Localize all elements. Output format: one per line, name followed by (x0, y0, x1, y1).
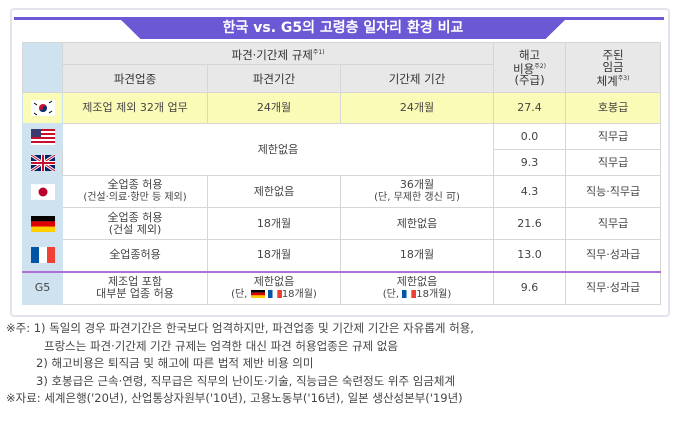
cell-dispatch-period: 24개월 (207, 92, 341, 124)
france-flag-icon (267, 289, 282, 298)
table-row-us: 제한없음 0.0 직무급 (22, 123, 662, 176)
cell-dispatch-period: 제한없음 (단, 18개월) (207, 270, 341, 305)
cell-cost: 0.0 (493, 123, 567, 150)
header-dispatch-period: 파견기간 (207, 64, 341, 93)
cell-no-limit-merged: 제한없음 (61, 123, 495, 176)
cell-wage: 직무·성과급 (565, 239, 662, 272)
cell-wage: 직무급 (565, 149, 662, 176)
france-flag-icon (30, 247, 55, 264)
header-dismissal-cost: 해고 비용주2) (주급) (493, 42, 567, 93)
cell-industry: 全업종 허용 (건설 제외) (62, 207, 208, 240)
footnotes: ※주: 1) 독일의 경우 파견기간은 한국보다 엄격하지만, 파견업종 및 기… (6, 320, 474, 408)
cell-dispatch-period: 제한없음 (207, 175, 341, 208)
cell-fixed-term: 18개월 (339, 239, 495, 272)
g5-label: G5 (22, 270, 63, 305)
cell-cost: 21.6 (493, 207, 567, 240)
cell-fixed-term: 제한없음 (339, 207, 495, 240)
footnote-1: ※주: 1) 독일의 경우 파견기간은 한국보다 엄격하지만, 파견업종 및 기… (6, 321, 474, 335)
flag-header (22, 42, 63, 93)
cell-industry: 全업종허용 (62, 239, 208, 272)
cell-industry: 제조업 제외 32개 업무 (62, 92, 208, 124)
cell-cost: 27.4 (493, 92, 567, 124)
cell-cost: 13.0 (493, 239, 567, 272)
cell-cost: 9.6 (493, 270, 567, 305)
cell-fixed-term: 36개월 (단, 무제한 갱신 可) (339, 175, 495, 208)
korea-flag-icon (30, 100, 55, 116)
france-flag-icon (402, 289, 417, 298)
header-fixed-term-period: 기간제 기간 (339, 64, 495, 93)
us-flag-icon (30, 128, 55, 145)
page-title: 한국 vs. G5의 고령층 일자리 환경 비교 (118, 17, 568, 39)
cell-cost: 4.3 (493, 175, 567, 208)
footnote-1-cont: 프랑스는 파견·기간제 기간 규제는 엄격한 대신 파견 허용업종은 규제 없음 (44, 338, 398, 353)
cell-cost: 9.3 (493, 149, 567, 176)
japan-flag-icon (30, 183, 55, 200)
table-row-france: 全업종허용 18개월 18개월 13.0 직무·성과급 (22, 239, 662, 272)
uk-flag-icon (30, 154, 55, 171)
cell-wage: 직무급 (565, 123, 662, 150)
source-note: ※자료: 세계은행('20년), 산업통상자원부('10년), 고용노동부('1… (6, 391, 463, 405)
cell-fixed-term: 제한없음 (단, 18개월) (339, 270, 495, 305)
cell-industry: 제조업 포함 대부분 업종 허용 (62, 270, 208, 305)
germany-flag-icon (30, 215, 55, 232)
header-wage-system: 주된 임금 체계주3) (565, 42, 662, 93)
table-row-korea: 제조업 제외 32개 업무 24개월 24개월 27.4 호봉급 (22, 92, 662, 124)
table-row-g5: G5 제조업 포함 대부분 업종 허용 제한없음 (단, 18개월) 제한없음 (단,… (22, 270, 662, 305)
header-regulation: 파견·기간제 규제주1) (61, 42, 495, 65)
header-dispatch-industry: 파견업종 (62, 64, 208, 93)
cell-wage: 직무급 (565, 207, 662, 240)
table-row-germany: 全업종 허용 (건설 제외) 18개월 제한없음 21.6 직무급 (22, 207, 662, 240)
cell-dispatch-period: 18개월 (207, 239, 341, 272)
footnote-3: 3) 호봉급은 근속·연령, 직무급은 직무의 난이도·기술, 직능급은 숙련정… (36, 373, 456, 388)
cell-dispatch-period: 18개월 (207, 207, 341, 240)
table-row-japan: 全업종 허용 (건설·의료·항만 등 제외) 제한없음 36개월 (단, 무제한 갱… (22, 175, 662, 208)
cell-wage: 직능·직무급 (565, 175, 662, 208)
comparison-table: 파견·기간제 규제주1) 해고 비용주2) (주급) 주된 임금 체계주3) 파견업종 … (22, 42, 662, 305)
cell-fixed-term: 24개월 (339, 92, 495, 124)
footnote-2: 2) 해고비용은 퇴직금 및 해고에 따른 법적 제반 비용 의미 (36, 356, 314, 370)
cell-industry: 全업종 허용 (건설·의료·항만 등 제외) (62, 175, 208, 208)
cell-wage: 호봉급 (565, 92, 662, 124)
cell-wage: 직무·성과급 (565, 270, 662, 305)
germany-flag-icon (250, 289, 265, 298)
